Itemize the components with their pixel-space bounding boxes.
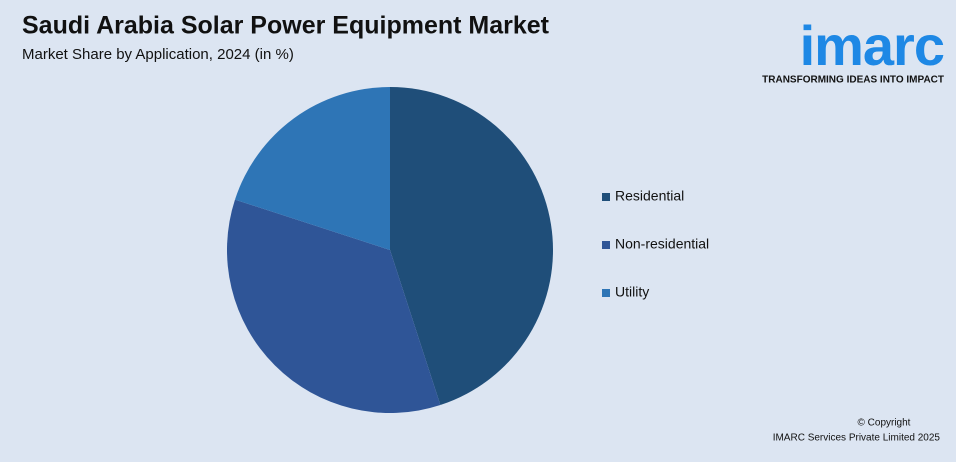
pie-slice bbox=[390, 87, 553, 406]
legend-label: Non-residential bbox=[615, 236, 709, 252]
copyright: © Copyright bbox=[858, 418, 911, 429]
legend-label: Utility bbox=[615, 284, 649, 300]
legend-swatch bbox=[602, 193, 610, 201]
legend-swatch bbox=[602, 289, 610, 297]
legend-label: Residential bbox=[615, 188, 684, 204]
legend-swatch bbox=[602, 241, 610, 249]
logo: imarc bbox=[800, 14, 944, 77]
pie-slice bbox=[234, 87, 390, 250]
chart-title: Saudi Arabia Solar Power Equipment Marke… bbox=[22, 12, 550, 40]
pie-slice bbox=[226, 199, 441, 413]
logo-tagline: TRANSFORMING IDEAS INTO IMPACT bbox=[762, 75, 944, 86]
chart-subtitle: Market Share by Application, 2024 (in %) bbox=[22, 46, 294, 63]
copyright: IMARC Services Private Limited 2025 bbox=[773, 433, 941, 444]
